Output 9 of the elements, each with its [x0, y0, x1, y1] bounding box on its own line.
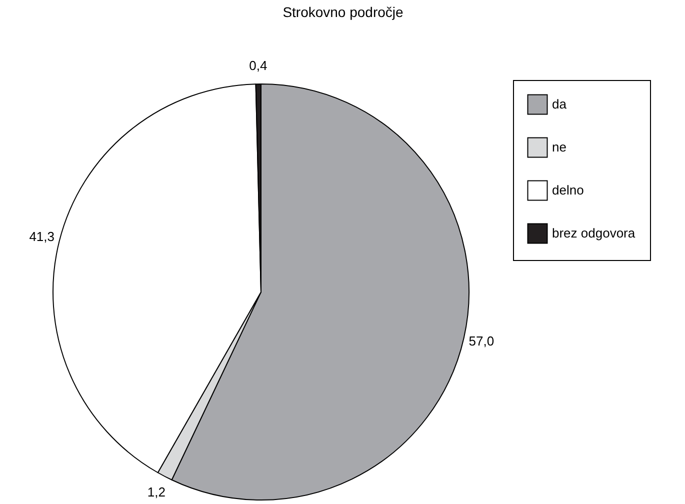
data-label: 0,4: [249, 58, 268, 74]
legend-label: ne: [552, 140, 566, 154]
data-label: 57,0: [468, 334, 494, 349]
legend-label: brez odgovora: [552, 226, 636, 240]
chart-title: Strokovno področje: [282, 4, 404, 20]
data-label: 1,2: [147, 484, 166, 500]
legend-label: da: [552, 96, 568, 112]
data-label: 41,3: [29, 228, 55, 244]
legend-label: delno: [552, 182, 584, 198]
